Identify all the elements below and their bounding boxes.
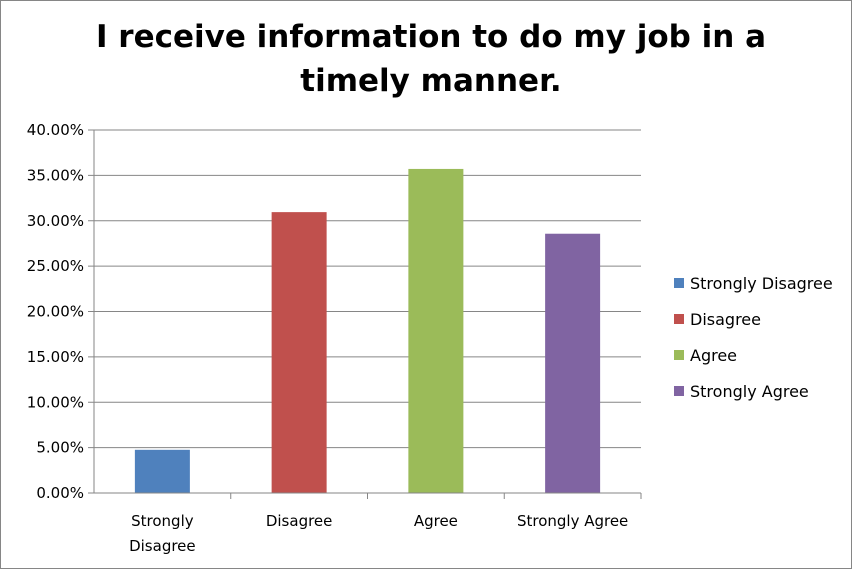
y-tick-label: 30.00% <box>27 212 84 230</box>
y-tick-label: 5.00% <box>36 439 84 457</box>
legend-entry-label: Disagree <box>690 310 761 329</box>
legend-entry-label: Strongly Agree <box>690 382 809 401</box>
x-tick-label: Strongly Agree <box>517 512 628 530</box>
legend-entry-label: Agree <box>690 346 737 365</box>
y-tick-label: 35.00% <box>27 166 84 184</box>
legend-swatch <box>674 314 684 324</box>
y-tick-label: 40.00% <box>27 121 84 139</box>
bar <box>134 449 190 493</box>
legend-swatch <box>674 386 684 396</box>
legend-swatch <box>674 350 684 360</box>
bars <box>134 168 601 494</box>
y-tick-label: 25.00% <box>27 257 84 275</box>
bar <box>271 212 327 493</box>
chart-title: I receive information to do my job in a … <box>95 19 767 99</box>
x-tick-label: Strongly <box>131 512 194 530</box>
y-tick-label: 20.00% <box>27 303 84 321</box>
legend-swatch <box>674 278 684 288</box>
x-tick-label: Disagree <box>129 537 196 555</box>
x-tick-label: Agree <box>414 512 458 530</box>
bar <box>408 168 464 493</box>
y-tick-label: 15.00% <box>27 348 84 366</box>
x-tick-label: Disagree <box>266 512 333 530</box>
y-axis-tick-labels: 0.00% 5.00% 10.00% 15.00% 20.00% 25.00% 30.00%… <box>27 121 84 502</box>
y-tick-label: 0.00% <box>36 484 84 502</box>
bar <box>545 233 601 494</box>
axes <box>88 129 642 499</box>
y-tick-label: 10.00% <box>27 393 84 411</box>
x-axis-tick-labels: Strongly Disagree Disagree Agree Strongly Ag… <box>129 512 628 555</box>
legend: Strongly Disagree Disagree Agree Strongly A… <box>674 274 833 401</box>
legend-entry-label: Strongly Disagree <box>690 274 833 293</box>
